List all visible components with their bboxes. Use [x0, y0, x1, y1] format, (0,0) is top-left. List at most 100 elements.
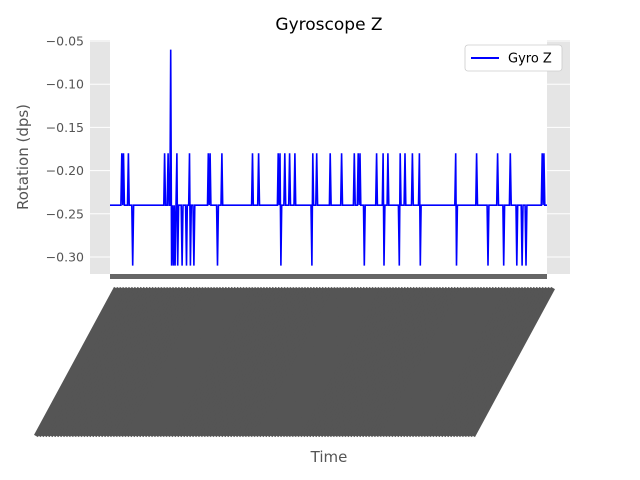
x-tick-label: [198, 286, 283, 438]
x-tick-label: [78, 286, 162, 438]
x-tick-label: [34, 286, 118, 438]
chart-title: Gyroscope Z: [275, 15, 382, 35]
x-tick-label: [447, 286, 532, 438]
x-tick-label: [189, 286, 274, 438]
x-tick-label: [224, 286, 309, 438]
x-tick-label: [66, 286, 151, 438]
x-tick-label: [388, 286, 473, 438]
x-tick-label: [341, 286, 426, 438]
x-tick-label: [51, 286, 136, 438]
x-tick-label: [60, 286, 145, 438]
x-tick-label: [438, 286, 523, 438]
y-axis-label: Rotation (dps): [14, 104, 32, 210]
x-tick-label: [174, 286, 259, 438]
x-tick-label: [209, 286, 294, 438]
x-tick-label: [377, 286, 462, 438]
y-tick-label: −0.05: [46, 34, 84, 49]
x-tick-label: [39, 286, 124, 438]
x-tick-label: [353, 286, 438, 438]
x-tick-label: [113, 286, 198, 438]
x-tick-label: [324, 286, 409, 438]
series-line-gyro-z: [110, 49, 547, 266]
x-tick-label: [295, 286, 380, 438]
x-tick-label: [166, 286, 250, 438]
x-tick-label: [259, 286, 344, 438]
x-tick-label: [54, 286, 139, 438]
x-tick-label: [362, 286, 447, 438]
x-tick-label: [48, 286, 133, 438]
x-tick-label: [186, 286, 271, 438]
x-tick-label: [356, 286, 441, 438]
x-tick-label: [456, 286, 541, 438]
x-tick-label: [239, 286, 324, 438]
x-tick-label: [330, 286, 415, 438]
x-tick-label: [133, 286, 218, 438]
x-tick-label: [271, 286, 356, 438]
x-tick-label: [139, 286, 224, 438]
x-tick-label: [344, 286, 429, 438]
x-tick-label: [432, 286, 517, 438]
x-tick-label: [403, 286, 488, 438]
x-tick-label: [163, 286, 248, 438]
x-tick-label: [380, 286, 465, 438]
x-tick-label: [154, 286, 239, 438]
x-tick-label: [371, 286, 456, 438]
x-tick-label: [157, 286, 242, 438]
y-axis: −0.05 −0.10 −0.15 −0.20 −0.25 −0.30: [46, 34, 84, 265]
x-tick-label: [374, 286, 459, 438]
x-tick-label: [86, 286, 171, 438]
x-tick-label: [89, 286, 174, 438]
x-tick-label: [306, 286, 391, 438]
x-tick-label: [236, 286, 321, 438]
x-tick-label: [57, 286, 142, 438]
x-tick-label: [95, 286, 180, 438]
x-tick-label: [350, 286, 435, 438]
x-tick-label: [394, 286, 479, 438]
x-tick-label: [429, 286, 514, 438]
x-tick-label: [309, 286, 394, 438]
x-tick-label: [468, 286, 553, 438]
x-tick-label: [201, 286, 286, 438]
x-tick-label: [104, 286, 189, 438]
x-tick-label: [283, 286, 368, 438]
x-tick-label: [83, 286, 168, 438]
x-tick-label: [215, 286, 300, 438]
x-tick-label: [359, 286, 444, 438]
x-tick-label: [212, 286, 297, 438]
x-tick-label: [136, 286, 221, 438]
x-tick-label: [180, 286, 265, 438]
x-tick-label: [274, 286, 359, 438]
x-tick-label: [160, 286, 245, 438]
y-tick-label: −0.15: [46, 120, 84, 135]
x-tick-label: [130, 286, 215, 438]
x-tick-label: [251, 286, 336, 438]
x-tick-label: [336, 286, 421, 438]
x-tick-label: [277, 286, 362, 438]
legend: Gyro Z: [464, 44, 563, 72]
x-tick-label: [142, 286, 227, 438]
x-tick-label: [397, 286, 482, 438]
x-tick-label: [471, 286, 555, 438]
y-tick-label: −0.10: [46, 77, 84, 92]
x-tick-label: [248, 286, 333, 438]
x-tick-label: [368, 286, 453, 438]
x-tick-label: [98, 286, 183, 438]
x-tick-label: [280, 286, 365, 438]
x-tick-label: [63, 286, 148, 438]
x-tick-label: [110, 286, 195, 438]
x-tick-label: [453, 286, 538, 438]
x-tick-label: [242, 286, 327, 438]
x-tick-label: [339, 286, 423, 438]
x-tick-label: [192, 286, 277, 438]
x-tick-label: [221, 286, 306, 438]
x-tick-label: [253, 286, 338, 438]
x-tick-label: [207, 286, 292, 438]
x-tick-label: [333, 286, 418, 438]
x-tick-label: [42, 286, 127, 438]
x-tick-label: [412, 286, 497, 438]
x-tick-label: [383, 286, 467, 438]
x-tick-label: [327, 286, 412, 438]
x-tick-label: [151, 286, 236, 438]
x-tick-label: [72, 286, 157, 438]
